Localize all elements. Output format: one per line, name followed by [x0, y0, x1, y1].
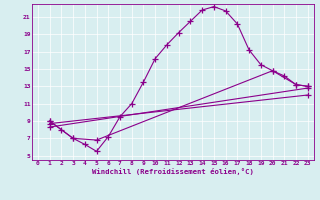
X-axis label: Windchill (Refroidissement éolien,°C): Windchill (Refroidissement éolien,°C)	[92, 168, 254, 175]
